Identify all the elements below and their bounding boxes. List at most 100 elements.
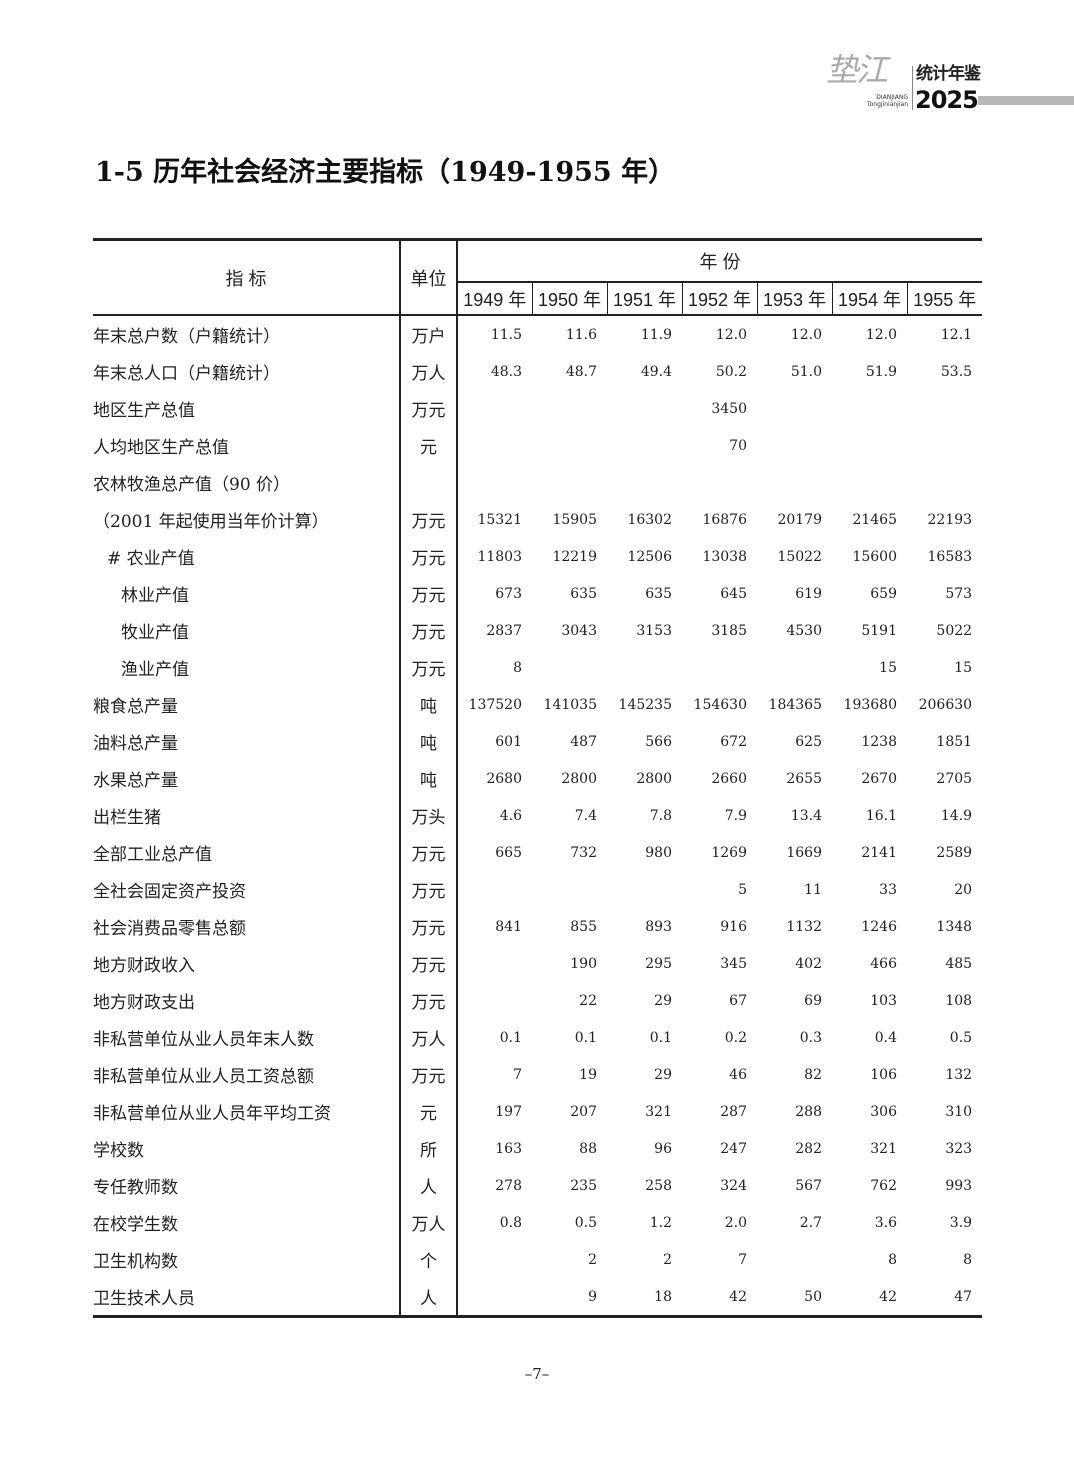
cell-value: 141035 (543, 696, 597, 713)
cell-value (532, 871, 607, 908)
header-year: 1953 年 (756, 281, 832, 316)
header-indicator: 指 标 (93, 239, 400, 316)
cell-value: 1269 (711, 844, 747, 861)
logo-calligraphy: 垫江 (826, 51, 888, 89)
table-row: 非私营单位从业人员年末人数 万人 0.1 0.1 0.1 0.2 0.3 0.4 0.5 (93, 1019, 982, 1056)
cell-value: 1851 (936, 733, 973, 750)
cell-value: 96 (654, 1140, 672, 1157)
cell-value (682, 649, 757, 686)
cell-value: 310 (945, 1103, 973, 1120)
cell-value: 53.5 (940, 363, 973, 380)
row-label: 牧业产值 (121, 623, 189, 643)
table-row: 年末总户数（户籍统计） 万户 11.5 11.6 11.9 12.0 12.0 12.0 12.… (93, 315, 982, 353)
cell-value: 0.1 (649, 1029, 672, 1046)
row-unit: 万元 (399, 871, 458, 908)
yearbook-logo: 垫江 DIANJIANG Tongjinianjian 统计年鉴 2025 (826, 52, 1074, 120)
cell-value: 197 (495, 1103, 522, 1120)
cell-value: 163 (495, 1140, 522, 1157)
cell-value (907, 464, 982, 501)
logo-divider (912, 66, 913, 110)
cell-value: 14.9 (940, 807, 973, 824)
cell-value: 29 (654, 1066, 672, 1083)
page-number: –7– (524, 1365, 550, 1383)
cell-value: 206630 (918, 696, 973, 713)
cell-value: 3.9 (949, 1214, 973, 1231)
cell-value (532, 464, 607, 501)
cell-value: 46 (729, 1066, 747, 1083)
cell-value: 278 (495, 1177, 522, 1194)
cell-value: 659 (870, 585, 897, 602)
cell-value (457, 871, 532, 908)
row-unit: 万元 (399, 834, 458, 871)
cell-value: 3450 (711, 400, 747, 417)
cell-value: 11.6 (565, 326, 597, 343)
cell-value: 1348 (936, 918, 973, 935)
row-label: 粮食总产量 (93, 697, 178, 717)
row-label: 年末总人口（户籍统计） (93, 364, 280, 384)
table-row: 地区生产总值 万元 3450 (93, 390, 982, 427)
row-label: 非私营单位从业人员工资总额 (93, 1067, 314, 1087)
cell-value: 993 (945, 1177, 973, 1194)
row-unit: 人 (399, 1167, 458, 1204)
row-label: 地方财政支出 (93, 993, 195, 1013)
row-unit: 个 (399, 1241, 458, 1278)
cell-value: 88 (579, 1140, 597, 1157)
cell-value: 247 (720, 1140, 747, 1157)
cell-value: 15 (954, 659, 973, 676)
cell-value: 11803 (477, 548, 522, 565)
cell-value: 48.3 (490, 363, 522, 380)
row-label: 在校学生数 (93, 1215, 178, 1235)
cell-value: 5 (738, 881, 747, 898)
row-label: 卫生技术人员 (93, 1289, 195, 1309)
cell-value: 47 (954, 1288, 973, 1305)
table-row: 地方财政收入 万元 190 295 345 402 466 485 (93, 945, 982, 982)
cell-value: 11 (804, 881, 822, 898)
cell-value: 20 (954, 881, 973, 898)
cell-value: 11.5 (490, 326, 522, 343)
cell-value: 841 (495, 918, 522, 935)
cell-value: 673 (495, 585, 522, 602)
table-row: 专任教师数 人 278 235 258 324 567 762 993 (93, 1167, 982, 1204)
cell-value: 635 (570, 585, 597, 602)
cell-value: 5022 (936, 622, 973, 639)
cell-value: 4.6 (499, 807, 522, 824)
cell-value: 2 (663, 1251, 672, 1268)
cell-value: 18 (654, 1288, 672, 1305)
cell-value: 48.7 (565, 363, 597, 380)
cell-value: 2.0 (724, 1214, 747, 1231)
cell-value: 3185 (711, 622, 747, 639)
cell-value: 1.2 (649, 1214, 672, 1231)
cell-value: 762 (870, 1177, 897, 1194)
row-label: 非私营单位从业人员年平均工资 (93, 1104, 331, 1124)
cell-value: 893 (645, 918, 672, 935)
row-label: 农林牧渔总产值（90 价） (93, 475, 291, 495)
cell-value (907, 390, 982, 427)
cell-value (607, 464, 682, 501)
row-unit: 万元 (399, 1056, 458, 1093)
header-year: 1954 年 (831, 281, 907, 316)
cell-value: 601 (495, 733, 522, 750)
cell-value: 573 (945, 585, 973, 602)
row-label: 林业产值 (121, 586, 189, 606)
row-label: 水果总产量 (93, 771, 178, 791)
row-label: 渔业产值 (121, 660, 189, 680)
cell-value: 402 (795, 955, 822, 972)
cell-value: 184365 (768, 696, 822, 713)
cell-value: 15600 (852, 548, 897, 565)
cell-value: 732 (570, 844, 597, 861)
cell-value: 2837 (486, 622, 522, 639)
header-year: 1955 年 (906, 281, 983, 316)
header-year: 1949 年 (457, 281, 532, 316)
cell-value: 16583 (927, 548, 973, 565)
cell-value: 3153 (636, 622, 672, 639)
cell-value: 2655 (786, 770, 822, 787)
cell-value: 8 (963, 1251, 973, 1268)
cell-value: 258 (645, 1177, 672, 1194)
cell-value: 1669 (786, 844, 822, 861)
cell-value: 466 (870, 955, 897, 972)
cell-value: 16876 (702, 511, 747, 528)
cell-value: 0.5 (949, 1029, 973, 1046)
cell-value: 67 (729, 992, 747, 1009)
cell-value: 82 (804, 1066, 822, 1083)
cell-value: 0.1 (499, 1029, 522, 1046)
